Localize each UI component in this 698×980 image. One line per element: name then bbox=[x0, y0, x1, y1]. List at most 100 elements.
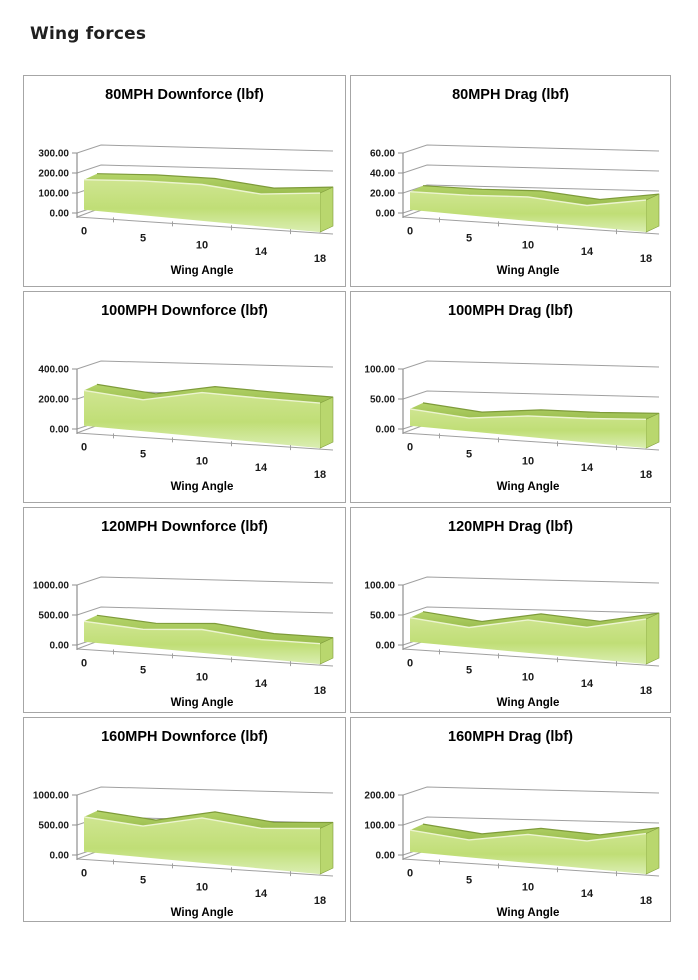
y-tick-label: 100.00 bbox=[38, 189, 69, 200]
x-tick-label: 0 bbox=[80, 225, 86, 237]
x-tick-label: 5 bbox=[466, 874, 472, 886]
x-axis: 0 5 10 14 18 Wing Angle bbox=[76, 216, 333, 277]
x-axis-title: Wing Angle bbox=[170, 907, 233, 919]
y-tick-label: 0.00 bbox=[49, 425, 69, 436]
y-tick-label: 500.00 bbox=[38, 611, 69, 622]
area-series bbox=[409, 185, 660, 233]
charts-grid: 80MPH Downforce (lbf) 0 5 10 14 18 Wing Angle 0… bbox=[23, 75, 671, 922]
y-tick-label: 200.00 bbox=[38, 169, 69, 180]
y-tick-label: 50.00 bbox=[370, 395, 395, 406]
area-chart-3d: 0 5 10 14 18 Wing Angle 0.00 500.00 1000.00 bbox=[32, 786, 333, 919]
area-chart-3d: 0 5 10 14 18 Wing Angle 0.00 20.00 40.00 60.00 bbox=[370, 144, 660, 277]
area-chart-3d: 0 5 10 14 18 Wing Angle 0.00 100.00 200.00 300.00 bbox=[38, 144, 333, 277]
y-tick-label: 0.00 bbox=[376, 209, 396, 220]
chart-panel-120mph-downforce-lbf: 120MPH Downforce (lbf) 0 5 10 14 18 Wing Angle… bbox=[23, 507, 346, 713]
x-axis: 0 5 10 14 18 Wing Angle bbox=[402, 648, 660, 709]
y-axis: 0.00 50.00 100.00 bbox=[364, 581, 404, 652]
area-chart-3d: 0 5 10 14 18 Wing Angle 0.00 100.00 200.00 bbox=[364, 786, 660, 919]
x-tick-label: 18 bbox=[313, 469, 325, 481]
x-axis: 0 5 10 14 18 Wing Angle bbox=[402, 432, 660, 493]
x-tick-label: 0 bbox=[80, 441, 86, 453]
x-axis-title: Wing Angle bbox=[170, 481, 233, 493]
x-tick-label: 18 bbox=[640, 895, 652, 907]
chart-title: 160MPH Drag (lbf) bbox=[448, 729, 573, 745]
x-tick-label: 14 bbox=[254, 678, 267, 690]
x-tick-label: 10 bbox=[522, 671, 534, 683]
x-tick-label: 10 bbox=[195, 671, 207, 683]
y-tick-label: 100.00 bbox=[364, 581, 395, 592]
x-axis-title: Wing Angle bbox=[170, 265, 233, 277]
x-tick-label: 0 bbox=[80, 867, 86, 879]
x-tick-label: 5 bbox=[466, 664, 472, 676]
chart-title: 100MPH Downforce (lbf) bbox=[101, 303, 268, 319]
area-series bbox=[83, 810, 333, 875]
area-series bbox=[83, 614, 333, 665]
x-tick-label: 5 bbox=[466, 448, 472, 460]
area-series bbox=[409, 823, 660, 875]
chart-panel-100mph-downforce-lbf: 100MPH Downforce (lbf) 0 5 10 14 18 Wing Angle… bbox=[23, 291, 346, 503]
x-tick-label: 5 bbox=[466, 232, 472, 244]
x-tick-label: 18 bbox=[640, 685, 652, 697]
x-tick-label: 18 bbox=[640, 469, 652, 481]
x-axis-title: Wing Angle bbox=[497, 481, 560, 493]
y-axis: 0.00 100.00 200.00 bbox=[364, 791, 404, 862]
x-tick-label: 14 bbox=[581, 888, 594, 900]
x-axis: 0 5 10 14 18 Wing Angle bbox=[76, 432, 333, 493]
chart-title: 120MPH Downforce (lbf) bbox=[101, 519, 268, 535]
y-tick-label: 400.00 bbox=[38, 365, 69, 376]
y-axis: 0.00 500.00 1000.00 bbox=[32, 581, 78, 652]
y-tick-label: 0.00 bbox=[376, 641, 396, 652]
x-tick-label: 0 bbox=[80, 657, 86, 669]
x-axis: 0 5 10 14 18 Wing Angle bbox=[76, 858, 333, 919]
x-tick-label: 5 bbox=[139, 448, 145, 460]
y-axis: 0.00 100.00 200.00 300.00 bbox=[38, 149, 78, 220]
area-chart-3d: 0 5 10 14 18 Wing Angle 0.00 50.00 100.00 bbox=[364, 576, 660, 709]
y-tick-label: 0.00 bbox=[49, 851, 69, 862]
x-tick-label: 18 bbox=[313, 253, 325, 265]
y-tick-label: 200.00 bbox=[38, 395, 69, 406]
x-tick-label: 14 bbox=[254, 462, 267, 474]
y-tick-label: 0.00 bbox=[49, 641, 69, 652]
chart-panel-120mph-drag-lbf: 120MPH Drag (lbf) 0 5 10 14 18 Wing Angle 0.00 5… bbox=[350, 507, 671, 713]
x-tick-label: 14 bbox=[581, 678, 594, 690]
x-tick-label: 5 bbox=[139, 664, 145, 676]
x-tick-label: 18 bbox=[313, 895, 325, 907]
x-tick-label: 0 bbox=[407, 657, 413, 669]
x-axis-title: Wing Angle bbox=[497, 265, 560, 277]
x-tick-label: 14 bbox=[581, 462, 594, 474]
chart-panel-80mph-drag-lbf: 80MPH Drag (lbf) 0 5 10 14 18 Wing Angle 0.00 20… bbox=[350, 75, 671, 287]
area-series bbox=[83, 383, 333, 449]
x-tick-label: 0 bbox=[407, 867, 413, 879]
y-axis: 0.00 200.00 400.00 bbox=[38, 365, 78, 436]
area-series bbox=[409, 611, 660, 665]
chart-panel-160mph-drag-lbf: 160MPH Drag (lbf) 0 5 10 14 18 Wing Angle 0.00 1… bbox=[350, 717, 671, 922]
y-tick-label: 50.00 bbox=[370, 611, 395, 622]
area-series bbox=[409, 402, 660, 449]
chart-title: 100MPH Drag (lbf) bbox=[448, 303, 573, 319]
area-series bbox=[83, 173, 333, 233]
chart-panel-80mph-downforce-lbf: 80MPH Downforce (lbf) 0 5 10 14 18 Wing Angle 0… bbox=[23, 75, 346, 287]
x-tick-label: 14 bbox=[254, 888, 267, 900]
x-tick-label: 5 bbox=[139, 874, 145, 886]
area-chart-3d: 0 5 10 14 18 Wing Angle 0.00 500.00 1000.00 bbox=[32, 576, 333, 709]
x-axis-title: Wing Angle bbox=[497, 907, 560, 919]
x-axis: 0 5 10 14 18 Wing Angle bbox=[402, 858, 660, 919]
x-tick-label: 0 bbox=[407, 225, 413, 237]
x-tick-label: 10 bbox=[195, 239, 207, 251]
y-tick-label: 200.00 bbox=[364, 791, 395, 802]
x-tick-label: 10 bbox=[522, 881, 534, 893]
x-tick-label: 14 bbox=[254, 246, 267, 258]
chart-panel-100mph-drag-lbf: 100MPH Drag (lbf) 0 5 10 14 18 Wing Angle 0.00 5… bbox=[350, 291, 671, 503]
y-tick-label: 0.00 bbox=[376, 425, 396, 436]
x-tick-label: 10 bbox=[195, 881, 207, 893]
x-axis: 0 5 10 14 18 Wing Angle bbox=[402, 216, 660, 277]
chart-title: 120MPH Drag (lbf) bbox=[448, 519, 573, 535]
x-tick-label: 5 bbox=[139, 232, 145, 244]
y-tick-label: 100.00 bbox=[364, 365, 395, 376]
area-chart-3d: 0 5 10 14 18 Wing Angle 0.00 50.00 100.00 bbox=[364, 360, 660, 493]
x-tick-label: 14 bbox=[581, 246, 594, 258]
y-tick-label: 60.00 bbox=[370, 149, 395, 160]
x-tick-label: 10 bbox=[522, 239, 534, 251]
chart-title: 80MPH Drag (lbf) bbox=[452, 87, 569, 103]
chart-title: 80MPH Downforce (lbf) bbox=[105, 87, 264, 103]
